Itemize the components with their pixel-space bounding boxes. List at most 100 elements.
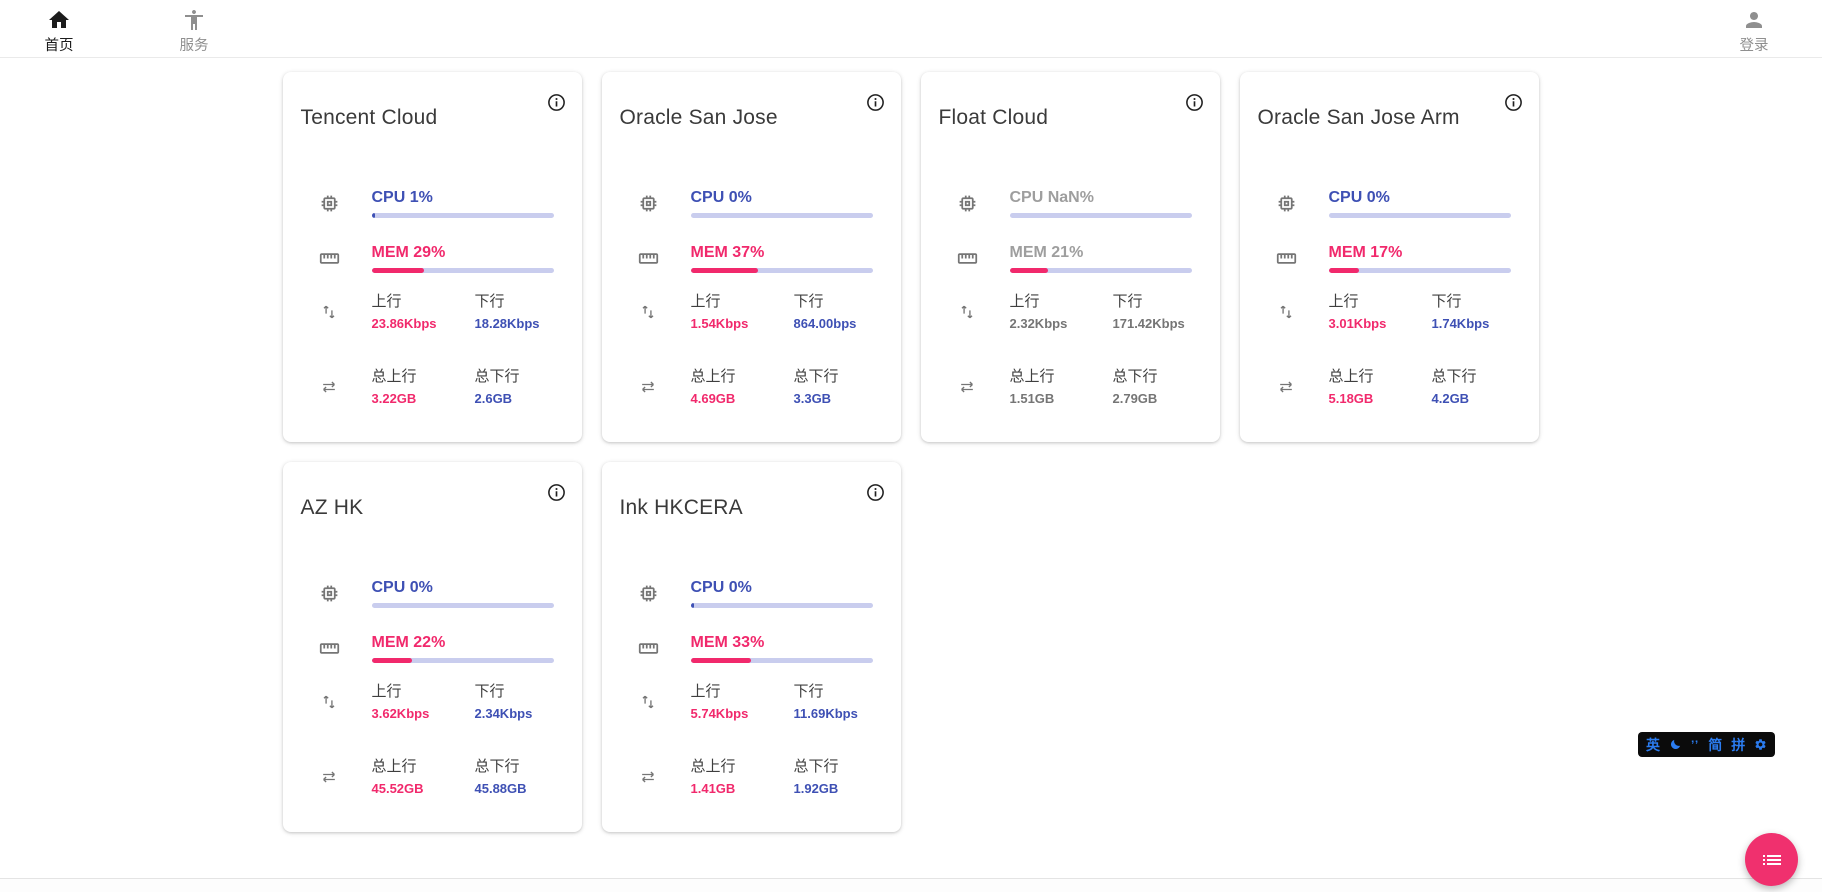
server-card-grid: Tencent Cloud CPU 1% MEM 29% 上行 23.86Kbp… [282,72,1540,832]
cpu-progressbar [690,213,873,218]
cpu-icon [1276,193,1297,214]
services-icon [182,8,206,32]
cpu-icon [319,583,340,604]
mem-metric: MEM 17% [1258,243,1524,273]
info-button[interactable] [546,482,567,503]
total-upload-value: 3.22GB [371,391,417,406]
cpu-progressbar [371,603,554,608]
total-upload-label: 总上行 [690,758,736,775]
network-total-row: 总上行 4.69GB 总下行 3.3GB [620,368,886,406]
cpu-progress-fill [690,603,695,608]
upload-value: 23.86Kbps [371,316,437,331]
cpu-label: CPU 0% [690,579,752,596]
total-upload-label: 总上行 [1328,368,1374,385]
ime-charset-toggle[interactable]: 简 [1708,736,1723,753]
server-card: Oracle San Jose Arm CPU 0% MEM 17% 上行 3.… [1239,72,1539,442]
upload-label: 上行 [1328,293,1359,310]
total-upload-value: 1.51GB [1009,391,1055,406]
ime-input-method[interactable]: 拼 [1731,736,1746,753]
network-total-row: 总上行 3.22GB 总下行 2.6GB [301,368,567,406]
network-speed-row: 上行 3.62Kbps 下行 2.34Kbps [301,683,567,721]
mem-metric: MEM 33% [620,633,886,663]
moon-icon[interactable] [1669,738,1682,751]
cpu-metric: CPU 1% [301,188,567,218]
swap-vert-icon [957,302,977,322]
info-button[interactable] [865,482,886,503]
cpu-label: CPU NaN% [1009,189,1094,206]
swap-horiz-icon [638,767,658,787]
mem-progress-fill [371,268,425,273]
network-total-row: 总上行 5.18GB 总下行 4.2GB [1258,368,1524,406]
total-download-label: 总下行 [1112,368,1158,385]
info-button[interactable] [1184,92,1205,113]
network-speed-row: 上行 2.32Kbps 下行 171.42Kbps [939,293,1205,331]
nav-item-home-label: 首页 [44,38,74,54]
server-card: Oracle San Jose CPU 0% MEM 37% 上行 1.54Kb… [601,72,901,442]
download-value: 2.34Kbps [474,706,533,721]
download-label: 下行 [793,683,824,700]
server-name: Oracle San Jose [619,106,778,129]
info-icon [1184,92,1205,113]
nav-item-services[interactable]: 服务 [165,8,223,55]
cpu-icon [957,193,978,214]
total-download-label: 总下行 [474,758,520,775]
cpu-progressbar [371,213,554,218]
cpu-metric: CPU 0% [620,578,886,608]
mem-progress-fill [1009,268,1048,273]
mem-progressbar [690,268,873,273]
download-label: 下行 [1112,293,1143,310]
footer-divider [0,878,1822,892]
memory-icon [957,248,978,269]
network-total-row: 总上行 45.52GB 总下行 45.88GB [301,758,567,796]
total-upload-value: 45.52GB [371,781,424,796]
mem-progress-fill [690,658,751,663]
cpu-progressbar [1328,213,1511,218]
total-download-label: 总下行 [474,368,520,385]
ime-punctuation-toggle[interactable]: ’’ [1691,737,1700,752]
nav-item-services-label: 服务 [179,38,209,54]
mem-label: MEM 37% [690,244,765,261]
nav-item-login[interactable]: 登录 [1725,8,1783,55]
info-button[interactable] [546,92,567,113]
cpu-label: CPU 1% [371,189,433,206]
mem-progress-fill [1328,268,1360,273]
total-upload-value: 5.18GB [1328,391,1374,406]
mem-label: MEM 22% [371,634,446,651]
total-upload-value: 1.41GB [690,781,736,796]
total-download-label: 总下行 [793,368,839,385]
mem-metric: MEM 37% [620,243,886,273]
upload-value: 1.54Kbps [690,316,749,331]
info-button[interactable] [865,92,886,113]
nav-item-home[interactable]: 首页 [30,8,88,55]
cpu-metric: CPU 0% [620,188,886,218]
download-label: 下行 [474,683,505,700]
info-icon [865,92,886,113]
cpu-icon [638,193,659,214]
mem-label: MEM 21% [1009,244,1084,261]
swap-horiz-icon [957,377,977,397]
info-icon [546,92,567,113]
list-icon [1760,848,1784,872]
mem-progressbar [371,658,554,663]
network-total-row: 总上行 1.51GB 总下行 2.79GB [939,368,1205,406]
upload-label: 上行 [690,293,721,310]
gear-icon[interactable] [1754,738,1767,751]
ime-language-toggle[interactable]: 英 [1646,736,1660,753]
download-value: 171.42Kbps [1112,316,1185,331]
server-name: Tencent Cloud [300,106,438,129]
info-button[interactable] [1503,92,1524,113]
server-name: Ink HKCERA [619,496,743,519]
cpu-label: CPU 0% [690,189,752,206]
cpu-metric: CPU 0% [301,578,567,608]
upload-label: 上行 [371,683,402,700]
cpu-icon [638,583,659,604]
server-card: Ink HKCERA CPU 0% MEM 33% 上行 5.74Kbps [601,462,901,832]
total-upload-label: 总上行 [371,758,417,775]
server-name: AZ HK [300,496,364,519]
server-list-fab[interactable] [1745,833,1798,886]
mem-progress-fill [690,268,758,273]
upload-label: 上行 [1009,293,1040,310]
mem-progressbar [690,658,873,663]
network-speed-row: 上行 23.86Kbps 下行 18.28Kbps [301,293,567,331]
network-speed-row: 上行 1.54Kbps 下行 864.00bps [620,293,886,331]
